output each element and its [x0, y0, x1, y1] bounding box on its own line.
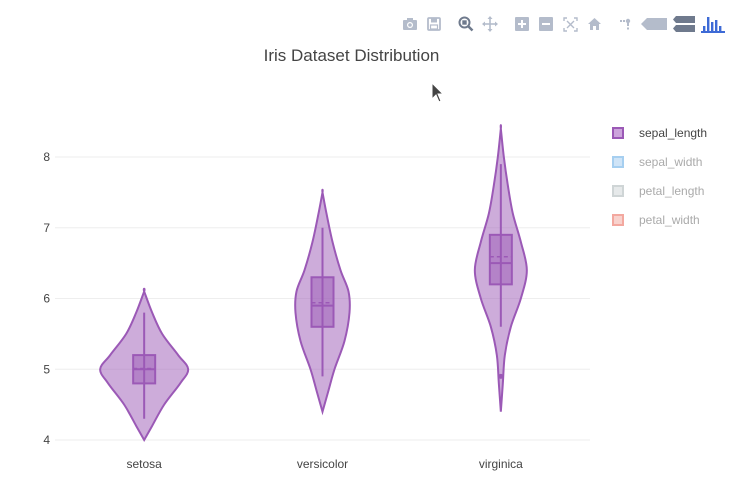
legend-label: sepal_length [639, 125, 708, 140]
y-tick-label: 6 [43, 292, 50, 306]
x-axis-ticks: setosa versicolor virginica [126, 457, 523, 471]
legend-item-petal-width[interactable]: petal_width [612, 205, 707, 234]
legend-item-sepal-width[interactable]: sepal_width [612, 147, 707, 176]
zoom-in-icon[interactable] [512, 15, 532, 33]
violin-traces[interactable] [99, 124, 528, 443]
camera-icon[interactable] [400, 15, 420, 33]
legend-label: petal_width [639, 212, 700, 227]
legend-swatch [612, 126, 624, 139]
legend: sepal_length sepal_width petal_length pe… [612, 118, 707, 234]
legend-label: sepal_width [639, 154, 703, 169]
hover-closest-icon[interactable] [640, 15, 668, 33]
hover-compare-icon[interactable] [672, 15, 696, 33]
violin-setosa[interactable] [99, 287, 190, 443]
y-tick-label: 4 [43, 433, 50, 447]
outlier-point [498, 373, 504, 379]
x-tick-label: virginica [479, 457, 523, 471]
violin-virginica[interactable] [473, 124, 528, 412]
y-axis-ticks: 4 5 6 7 8 [43, 150, 50, 447]
pan-icon[interactable] [480, 15, 500, 33]
modebar [400, 14, 730, 34]
legend-item-petal-length[interactable]: petal_length [612, 176, 707, 205]
y-tick-label: 7 [43, 221, 50, 235]
save-icon[interactable] [424, 15, 444, 33]
y-tick-label: 5 [43, 362, 50, 376]
legend-item-sepal-length[interactable]: sepal_length [612, 118, 707, 147]
spike-lines-icon[interactable] [616, 15, 636, 33]
zoom-out-icon[interactable] [536, 15, 556, 33]
autoscale-icon[interactable] [560, 15, 580, 33]
mouse-cursor-icon [431, 81, 445, 109]
home-icon[interactable] [584, 15, 604, 33]
legend-swatch [612, 155, 624, 168]
plotly-logo-icon[interactable] [700, 15, 726, 33]
box [488, 233, 513, 286]
legend-swatch [612, 213, 624, 226]
zoom-icon[interactable] [456, 15, 476, 33]
chart-title: Iris Dataset Distribution [263, 46, 440, 65]
x-tick-label: versicolor [297, 457, 348, 471]
legend-swatch [612, 184, 624, 197]
x-tick-label: setosa [126, 457, 162, 471]
violin-versicolor[interactable] [294, 188, 351, 416]
legend-label: petal_length [639, 183, 705, 198]
y-tick-label: 8 [43, 150, 50, 164]
